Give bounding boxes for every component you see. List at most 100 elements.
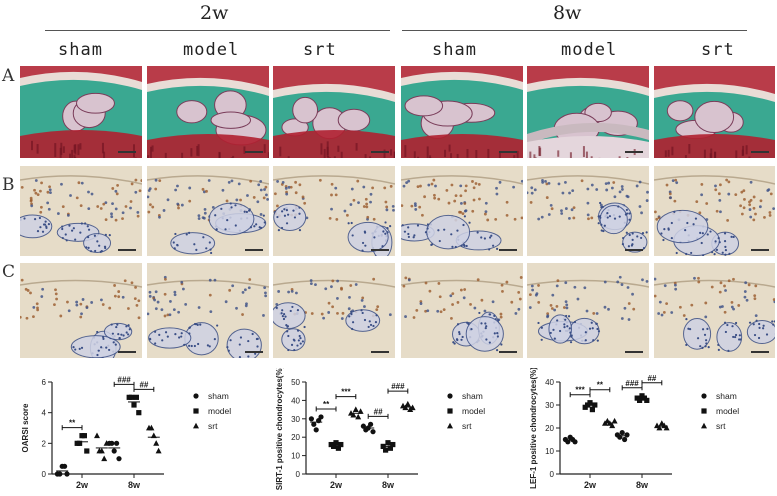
x-tick-label: 2w [330, 480, 343, 490]
legend-marker-sham [193, 393, 199, 399]
divider-2w [45, 30, 390, 31]
data-point-model [644, 397, 650, 403]
data-point-srt [357, 408, 364, 414]
data-point-model [81, 433, 87, 439]
scale-bar [371, 249, 389, 251]
data-point-sham [116, 456, 122, 462]
data-point-model [589, 407, 595, 413]
significance-label: *** [575, 386, 585, 395]
data-point-model [136, 410, 142, 416]
micrograph-c-5 [527, 263, 649, 358]
micrograph-a-6 [654, 66, 775, 158]
data-point-srt [101, 455, 108, 462]
significance-label: ** [597, 381, 604, 390]
x-tick-label: 8w [128, 480, 141, 490]
scale-bar [625, 351, 643, 353]
data-point-srt [404, 400, 411, 407]
row-label-c: C [2, 262, 16, 282]
micrograph-b-5 [527, 166, 649, 256]
data-point-model [390, 441, 396, 448]
significance-label: ## [647, 374, 656, 383]
data-point-sham [624, 432, 630, 438]
y-axis-label: OARSI score [21, 403, 30, 452]
data-point-sham [622, 436, 628, 443]
micrograph-c-2 [147, 263, 269, 358]
data-point-model [385, 440, 391, 446]
scale-bar [371, 351, 389, 353]
data-point-model [587, 400, 593, 406]
x-tick-label: 2w [76, 480, 89, 490]
significance-label: ** [323, 400, 330, 409]
scale-bar [245, 249, 263, 251]
legend-marker-sham [701, 393, 707, 399]
y-tick-label: 20 [291, 433, 300, 442]
y-tick-label: 0 [550, 470, 555, 479]
legend-label-sham: sham [716, 391, 737, 401]
micrograph-a-1 [20, 66, 142, 158]
y-axis-label: SIRT-1 positive chondrocytes(%) [275, 368, 284, 490]
legend-marker-srt [193, 422, 199, 429]
x-tick-label: 8w [636, 480, 649, 490]
y-tick-label: 4 [42, 409, 47, 418]
data-point-model [133, 394, 139, 400]
data-point-model [131, 402, 137, 408]
data-point-srt [409, 404, 416, 411]
data-point-sham [109, 440, 115, 446]
data-point-sham [308, 416, 314, 422]
micrograph-a-5 [527, 66, 649, 158]
micrograph-b-6 [654, 166, 775, 256]
scale-bar [245, 351, 263, 353]
group-label-model-2w: model [183, 40, 240, 60]
scale-bar [751, 351, 769, 353]
legend-marker-srt [701, 422, 707, 429]
y-tick-label: 0 [296, 470, 301, 479]
y-tick-label: 20 [545, 424, 554, 433]
y-tick-label: 30 [291, 415, 300, 424]
data-point-model [637, 397, 643, 403]
legend-label-srt: srt [208, 421, 218, 431]
significance-label: ** [69, 419, 76, 428]
time-label-2w: 2w [200, 2, 229, 24]
data-point-srt [155, 447, 162, 454]
legend-marker-sham [447, 393, 453, 399]
scale-bar [499, 249, 517, 251]
chart-sirt1-positive: 0 10 20 30 40 50 SIRT-1 positive chondrocytes(… [275, 368, 485, 490]
data-point-sham [313, 427, 319, 433]
chart-lef1-positive: 0 10 20 30 40 LEF-1 positive chondrocytes(%) 2… [529, 368, 739, 490]
data-point-srt [656, 424, 663, 431]
legend-marker-model [701, 408, 707, 414]
micrograph-b-3 [273, 166, 395, 256]
data-point-srt [352, 406, 359, 412]
data-point-sham [360, 423, 366, 429]
data-point-sham [64, 471, 70, 477]
micrograph-c-4 [401, 263, 523, 358]
x-tick-label: 2w [584, 480, 597, 490]
data-point-model [338, 441, 344, 448]
y-tick-label: 10 [291, 452, 300, 461]
y-tick-label: 2 [42, 439, 47, 448]
y-tick-label: 40 [545, 378, 554, 387]
micrograph-a-2 [147, 66, 269, 158]
scale-bar [245, 151, 263, 153]
row-label-b: B [2, 175, 15, 195]
scale-bar [625, 151, 643, 153]
scale-bar [499, 151, 517, 153]
data-point-model [331, 443, 337, 449]
data-point-srt [150, 432, 157, 439]
y-tick-label: 50 [291, 378, 300, 387]
data-point-sham [619, 430, 625, 436]
data-point-srt [350, 411, 357, 418]
micrograph-c-1 [20, 263, 142, 358]
data-point-sham [62, 463, 68, 469]
data-point-srt [148, 424, 155, 431]
data-point-model [333, 440, 339, 446]
data-point-srt [611, 417, 618, 424]
group-label-sham-2w: sham [58, 40, 103, 60]
legend-label-sham: sham [208, 391, 229, 401]
significance-label: ### [391, 382, 405, 391]
significance-label: *** [341, 388, 351, 397]
y-tick-label: 40 [291, 396, 300, 405]
row-label-a: A [2, 66, 15, 86]
group-label-srt-2w: srt [303, 40, 337, 60]
